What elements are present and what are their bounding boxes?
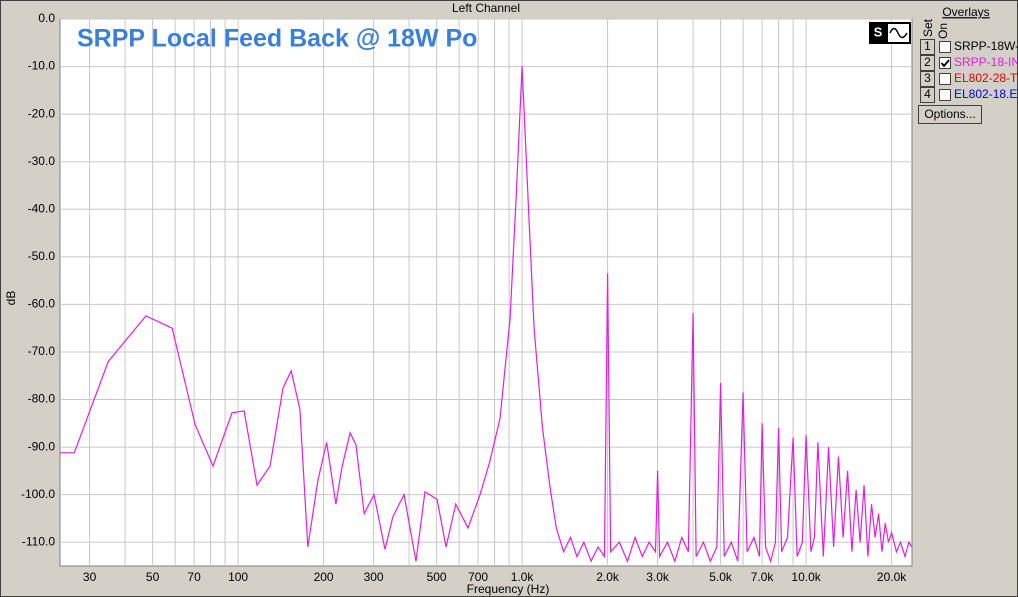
y-tick-label: -110.0: [22, 534, 55, 548]
overlay-name: SRPP-18W-: [954, 39, 1018, 53]
x-tick-label: 50: [146, 570, 160, 584]
overlay-checkbox[interactable]: [939, 41, 951, 53]
options-button[interactable]: [918, 105, 982, 124]
options-button-label[interactable]: Options...: [924, 107, 975, 121]
overlay-checkbox[interactable]: [939, 57, 951, 69]
chart-title: SRPP Local Feed Back @ 18W Po: [77, 25, 477, 53]
y-tick-label: -90.0: [28, 439, 56, 453]
y-axis-label: dB: [4, 291, 18, 306]
on-label: On: [936, 23, 950, 39]
y-tick-label: -10.0: [28, 59, 56, 73]
set-label: Set: [921, 18, 935, 37]
overlay-checkbox[interactable]: [939, 89, 951, 101]
window-title: Left Channel: [452, 1, 520, 15]
y-tick-label: -20.0: [28, 106, 56, 120]
set-button[interactable]: [920, 39, 935, 55]
y-tick-label: -100.0: [21, 487, 55, 501]
set-button[interactable]: [920, 55, 935, 71]
x-tick-label: 30: [83, 570, 97, 584]
checkmark: [940, 59, 950, 68]
y-tick-label: -30.0: [28, 154, 56, 168]
set-button[interactable]: [920, 71, 935, 87]
spectrum-line: [60, 66, 912, 564]
y-tick-label: -50.0: [28, 249, 56, 263]
x-tick-label: 200: [314, 570, 334, 584]
x-tick-label: 20.0k: [877, 570, 907, 584]
set-button[interactable]: [920, 87, 935, 103]
plot-area: [59, 18, 913, 567]
overlay-name: EL802-18.E: [954, 87, 1017, 101]
x-tick-label: 300: [364, 570, 384, 584]
y-tick-label: -40.0: [28, 201, 56, 215]
x-tick-label: 7.0k: [751, 570, 775, 584]
x-tick-label: 100: [228, 570, 248, 584]
x-tick-label: 5.0k: [709, 570, 733, 584]
svg-text:S: S: [874, 24, 883, 39]
set-number: 1: [924, 39, 931, 53]
x-tick-label: 1.0k: [511, 570, 535, 584]
set-number: 3: [924, 71, 931, 85]
y-tick-label: -80.0: [28, 392, 56, 406]
x-axis-label: Frequency (Hz): [467, 582, 550, 596]
y-tick-label: 0.0: [38, 11, 55, 25]
x-tick-label: 700: [468, 570, 488, 584]
x-tick-label: 70: [187, 570, 201, 584]
logo: S: [869, 22, 911, 44]
x-tick-label: 500: [427, 570, 447, 584]
set-number: 2: [924, 55, 931, 69]
overlay-name: SRPP-18-IN: [954, 55, 1018, 69]
y-tick-label: -70.0: [28, 344, 56, 358]
x-tick-label: 3.0k: [646, 570, 670, 584]
set-number: 4: [924, 87, 931, 101]
x-tick-label: 10.0k: [791, 570, 821, 584]
x-tick-label: 2.0k: [596, 570, 620, 584]
panel-title: Overlays: [942, 5, 989, 19]
y-tick-label: -60.0: [28, 297, 56, 311]
overlay-checkbox[interactable]: [939, 73, 951, 85]
overlay-name: EL802-28-T: [954, 71, 1018, 85]
